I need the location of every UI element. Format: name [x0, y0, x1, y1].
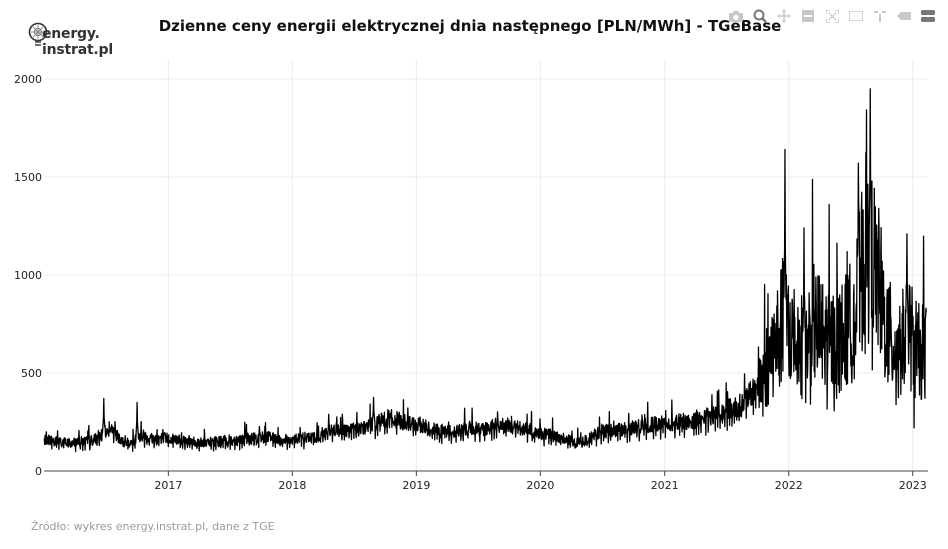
logo-text-line1: energy. — [42, 26, 100, 42]
y-tick-label: 2000 — [14, 73, 42, 86]
series-line-tgebase — [43, 88, 927, 453]
x-tick-label: 2018 — [278, 479, 306, 492]
chart-title: Dzienne ceny energii elektrycznej dnia n… — [158, 17, 782, 35]
spike-lines-icon[interactable] — [872, 8, 888, 24]
x-tick-label: 2021 — [651, 479, 679, 492]
hover-compare-icon[interactable] — [920, 8, 936, 24]
x-tick-label: 2020 — [526, 479, 554, 492]
pan-icon[interactable] — [776, 8, 792, 24]
y-tick-label: 500 — [21, 367, 42, 380]
y-tick-label: 1500 — [14, 171, 42, 184]
x-tick-label: 2019 — [402, 479, 430, 492]
x-tick-label: 2022 — [775, 479, 803, 492]
zoom-in-icon[interactable] — [800, 8, 816, 24]
logo: energy. instrat.pl — [28, 22, 118, 66]
y-axis-ticks: 0 500 1000 1500 2000 — [14, 73, 42, 478]
y-tick-label: 0 — [35, 465, 42, 478]
x-axis-ticks: 2017 2018 2019 2020 2021 2022 2023 — [154, 471, 927, 492]
zoom-icon[interactable] — [752, 8, 768, 24]
x-tick-label: 2017 — [154, 479, 182, 492]
logo-text-line2: instrat.pl — [42, 42, 113, 58]
x-gridlines — [167, 60, 914, 471]
source-note: Źródło: wykres energy.instrat.pl, dane z… — [31, 520, 275, 533]
modebar — [728, 6, 936, 26]
x-tick-label: 2023 — [899, 479, 927, 492]
hover-closest-icon[interactable] — [896, 8, 912, 24]
camera-icon[interactable] — [728, 8, 744, 24]
autoscale-icon[interactable] — [824, 8, 840, 24]
logo-bulb-icon — [28, 22, 48, 46]
y-tick-label: 1000 — [14, 269, 42, 282]
logo-text: energy. instrat.pl — [42, 26, 113, 58]
